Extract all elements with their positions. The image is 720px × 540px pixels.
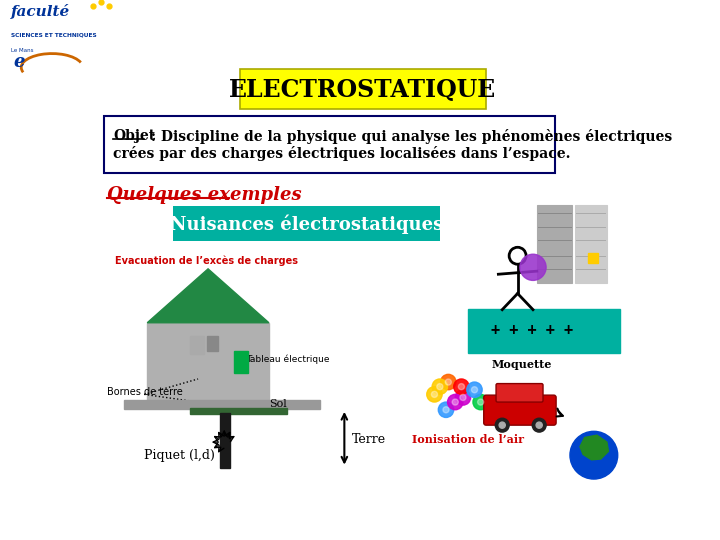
Text: Evacuation de l’excès de charges: Evacuation de l’excès de charges	[115, 256, 298, 266]
Circle shape	[452, 399, 459, 405]
Circle shape	[432, 379, 448, 394]
Circle shape	[445, 379, 451, 385]
Text: ELECTROSTATIQUE: ELECTROSTATIQUE	[229, 78, 497, 102]
Text: Piquet (l,d): Piquet (l,d)	[144, 449, 215, 462]
Text: SCIENCES ET TECHNIQUES: SCIENCES ET TECHNIQUES	[11, 33, 96, 38]
Polygon shape	[580, 435, 608, 460]
Text: Objet: Objet	[113, 129, 156, 143]
Circle shape	[441, 374, 456, 390]
Text: Moquette: Moquette	[491, 359, 552, 370]
Circle shape	[427, 387, 442, 402]
Text: Terre: Terre	[352, 433, 386, 446]
Text: Sol: Sol	[269, 399, 287, 409]
FancyBboxPatch shape	[484, 395, 556, 425]
Bar	[220, 413, 230, 468]
FancyBboxPatch shape	[104, 116, 555, 173]
Circle shape	[437, 383, 443, 390]
Circle shape	[520, 254, 546, 280]
Text: Quelques exemples: Quelques exemples	[107, 186, 302, 205]
Circle shape	[443, 407, 449, 413]
Circle shape	[570, 431, 618, 479]
Circle shape	[448, 394, 463, 410]
Circle shape	[460, 394, 466, 401]
FancyBboxPatch shape	[240, 70, 486, 110]
Bar	[588, 253, 598, 264]
Text: Le Mans: Le Mans	[11, 49, 33, 53]
Circle shape	[473, 394, 488, 410]
FancyBboxPatch shape	[496, 383, 543, 402]
Text: crées par des charges électriques localisées dans l’espace.: crées par des charges électriques locali…	[113, 146, 571, 161]
Bar	[234, 351, 248, 373]
Circle shape	[495, 418, 509, 432]
Text: Bornes de terre: Bornes de terre	[107, 387, 183, 397]
Circle shape	[499, 422, 505, 428]
Bar	[207, 336, 218, 351]
Circle shape	[431, 392, 438, 397]
Circle shape	[472, 387, 477, 393]
Circle shape	[467, 382, 482, 397]
Bar	[575, 205, 607, 284]
Bar	[467, 309, 620, 353]
Text: faculté: faculté	[11, 4, 70, 19]
Bar	[148, 323, 269, 401]
Circle shape	[532, 418, 546, 432]
Circle shape	[455, 390, 471, 405]
FancyBboxPatch shape	[174, 206, 440, 241]
Circle shape	[459, 383, 464, 390]
Text: e: e	[14, 53, 25, 71]
Bar	[537, 205, 572, 284]
Circle shape	[454, 379, 469, 394]
Text: Ionisation de l’air: Ionisation de l’air	[412, 434, 523, 446]
Text: Tableau électrique: Tableau électrique	[246, 354, 329, 364]
Circle shape	[438, 402, 454, 417]
Text: + + + + +: + + + + +	[491, 323, 573, 338]
Circle shape	[536, 422, 542, 428]
Bar	[124, 400, 320, 409]
Bar	[190, 336, 204, 354]
Text: : Discipline de la physique qui analyse les phénomènes électriques: : Discipline de la physique qui analyse …	[145, 129, 672, 144]
Bar	[190, 408, 287, 414]
Circle shape	[477, 399, 484, 405]
Polygon shape	[148, 269, 269, 323]
Text: Nuisances électrostatiques: Nuisances électrostatiques	[170, 214, 444, 234]
